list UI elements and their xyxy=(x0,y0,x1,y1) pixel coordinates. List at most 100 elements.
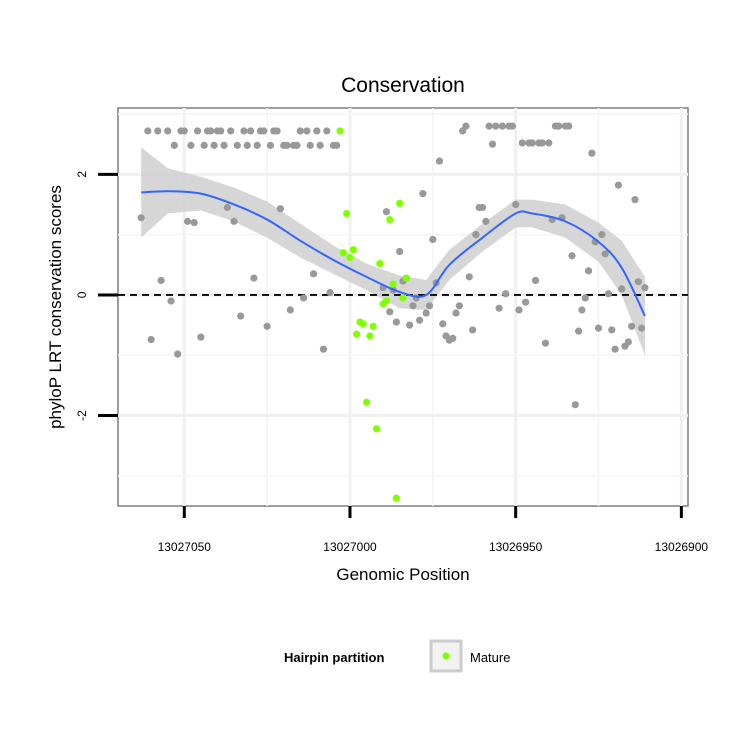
point-other xyxy=(386,308,394,316)
point-mature xyxy=(372,425,381,433)
y-axis-title: phyloP LRT conservation scores xyxy=(46,185,65,429)
point-other xyxy=(230,217,238,225)
point-other xyxy=(333,141,341,149)
point-other xyxy=(608,326,616,334)
point-other xyxy=(250,274,258,282)
point-other xyxy=(462,122,470,130)
point-other xyxy=(197,333,205,341)
point-other xyxy=(628,322,636,330)
point-other xyxy=(611,345,619,353)
point-other xyxy=(187,141,195,149)
y-tick-label: -2 xyxy=(75,410,89,421)
legend-title: Hairpin partition xyxy=(284,650,384,665)
point-other xyxy=(207,127,215,135)
point-other xyxy=(164,127,172,135)
point-other xyxy=(512,200,520,209)
trend-line xyxy=(141,190,646,317)
point-other xyxy=(237,312,245,320)
point-other xyxy=(283,141,291,149)
point-other xyxy=(253,141,261,149)
point-other xyxy=(392,318,400,326)
point-other xyxy=(220,141,228,149)
point-other xyxy=(200,141,208,149)
point-mature xyxy=(359,320,367,328)
trend-line-path xyxy=(141,190,646,317)
point-other xyxy=(575,327,583,335)
point-mature xyxy=(339,249,347,257)
point-other xyxy=(522,298,530,306)
point-other xyxy=(588,149,596,157)
point-other xyxy=(260,127,268,135)
x-axis: 13027050 13027000 13026950 13026900 xyxy=(158,506,708,554)
x-axis-title: Genomic Position xyxy=(336,565,469,584)
x-tick-label: 13027050 xyxy=(158,540,212,554)
point-other xyxy=(323,127,331,135)
point-other xyxy=(571,401,579,409)
point-mature xyxy=(369,322,377,330)
point-other xyxy=(641,284,649,292)
point-other xyxy=(555,122,563,130)
point-other xyxy=(515,306,523,314)
point-other xyxy=(502,290,510,298)
point-other xyxy=(429,235,437,244)
point-other xyxy=(170,141,178,149)
point-other xyxy=(415,316,424,324)
point-other xyxy=(495,304,503,312)
point-other xyxy=(455,302,463,310)
point-other xyxy=(319,345,328,353)
point-other xyxy=(227,127,235,135)
point-other xyxy=(144,127,152,135)
point-other xyxy=(482,217,490,225)
point-mature xyxy=(396,199,404,207)
point-other xyxy=(326,288,334,297)
point-other xyxy=(518,139,526,147)
point-other xyxy=(435,157,444,165)
point-other xyxy=(306,141,314,149)
point-mature xyxy=(362,398,371,406)
point-mature xyxy=(343,209,351,218)
y-tick-label: 0 xyxy=(75,291,89,298)
point-other xyxy=(449,334,457,342)
point-other xyxy=(624,338,632,346)
point-other xyxy=(618,285,626,293)
point-other xyxy=(296,127,304,135)
y-tick-label: 2 xyxy=(75,171,89,178)
point-other xyxy=(309,270,318,278)
point-other xyxy=(286,306,294,314)
point-other xyxy=(183,217,192,225)
point-other xyxy=(193,127,202,135)
point-other xyxy=(638,324,646,332)
point-other xyxy=(565,122,573,130)
point-other xyxy=(541,339,550,347)
legend-label-mature: Mature xyxy=(470,650,510,665)
point-other xyxy=(578,306,586,314)
gridlines xyxy=(118,108,688,506)
point-other xyxy=(601,250,609,258)
point-other xyxy=(382,208,391,216)
point-other xyxy=(492,122,500,130)
point-other xyxy=(174,350,182,358)
legend-key-mature-point xyxy=(442,652,450,660)
point-other xyxy=(439,320,447,328)
point-other xyxy=(468,326,477,334)
point-mature xyxy=(353,330,361,338)
point-other xyxy=(406,321,414,329)
point-mature xyxy=(392,494,400,502)
point-other xyxy=(508,122,516,130)
point-other xyxy=(299,294,308,302)
point-other xyxy=(528,139,536,147)
point-other xyxy=(233,141,241,149)
point-other xyxy=(316,141,324,149)
point-other xyxy=(147,335,155,344)
point-mature xyxy=(366,332,374,340)
point-other xyxy=(190,218,198,227)
point-mature xyxy=(402,274,410,282)
point-other xyxy=(422,309,430,317)
point-other xyxy=(498,122,507,130)
point-mature xyxy=(389,280,397,288)
point-other xyxy=(538,139,546,147)
point-other xyxy=(614,181,623,189)
chart-title: Conservation xyxy=(341,74,465,97)
point-other xyxy=(598,231,606,239)
